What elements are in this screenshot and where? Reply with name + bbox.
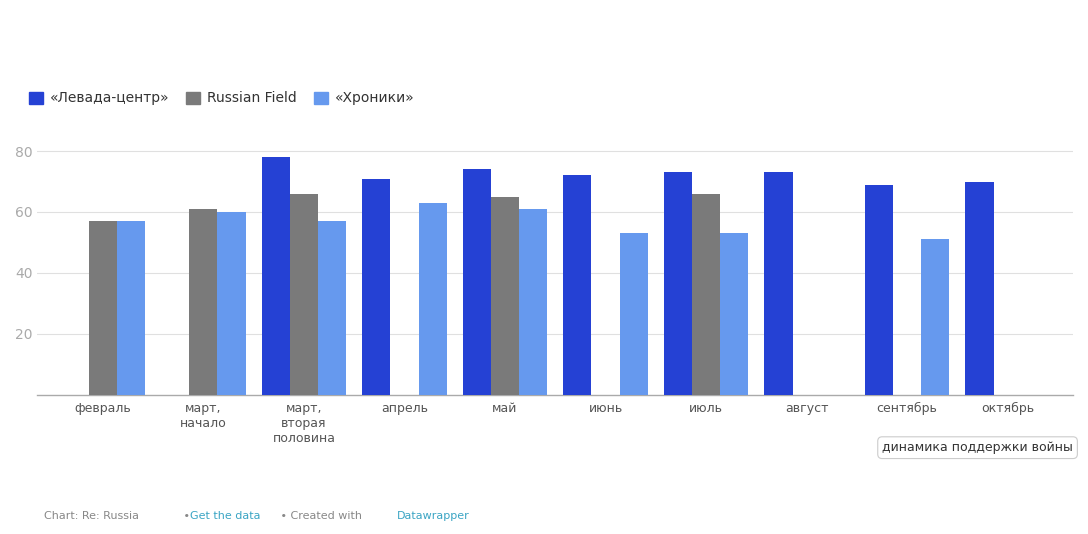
Bar bbox=[362, 178, 391, 395]
Bar bbox=[318, 221, 346, 395]
Bar bbox=[491, 197, 519, 395]
Text: Datawrapper: Datawrapper bbox=[397, 511, 470, 521]
Bar bbox=[519, 209, 547, 395]
Text: динамика поддержки войны: динамика поддержки войны bbox=[882, 441, 1073, 454]
Bar bbox=[564, 176, 592, 395]
Bar bbox=[262, 157, 289, 395]
Bar bbox=[664, 172, 692, 395]
Text: • Created with: • Created with bbox=[277, 511, 366, 521]
Text: Chart: Re: Russia: Chart: Re: Russia bbox=[44, 511, 138, 521]
Bar bbox=[765, 172, 792, 395]
Text: •: • bbox=[180, 511, 193, 521]
Bar bbox=[965, 182, 993, 395]
Bar bbox=[189, 209, 218, 395]
Bar bbox=[289, 194, 318, 395]
Text: Get the data: Get the data bbox=[190, 511, 261, 521]
Bar bbox=[619, 233, 647, 395]
Bar bbox=[692, 194, 720, 395]
Bar bbox=[419, 203, 447, 395]
Bar bbox=[462, 169, 491, 395]
Bar bbox=[865, 185, 893, 395]
Bar bbox=[116, 221, 145, 395]
Bar bbox=[922, 239, 950, 395]
Legend: «Левада-центр», Russian Field, «Хроники»: «Левада-центр», Russian Field, «Хроники» bbox=[24, 86, 420, 111]
Bar bbox=[720, 233, 749, 395]
Bar bbox=[218, 212, 246, 395]
Bar bbox=[89, 221, 116, 395]
